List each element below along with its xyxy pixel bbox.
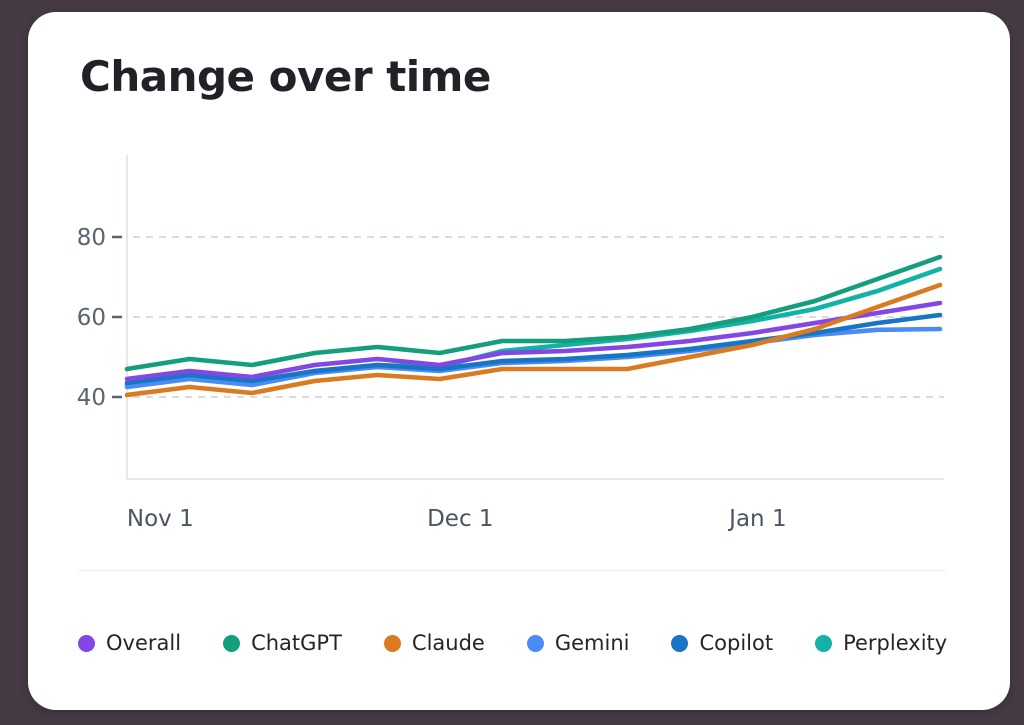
series-line-claude[interactable] [124,282,943,398]
legend-item-copilot[interactable]: Copilot [671,631,773,655]
series-line-chatgpt[interactable] [124,254,943,372]
x-axis-tick-label: Nov 1 [127,506,194,532]
legend-dot-copilot-icon [671,634,689,652]
legend-label: Overall [106,631,182,655]
legend-label: Perplexity [843,631,948,655]
legend-item-gemini[interactable]: Gemini [526,631,630,655]
legend-dot-gemini-icon [526,634,544,652]
series-line-copilot[interactable] [124,312,943,386]
page-title: Change over time [80,52,491,101]
legend-item-perplexity[interactable]: Perplexity [815,631,947,655]
legend-item-claude[interactable]: Claude [383,631,485,655]
y-axis-tick-label: 60 [77,305,106,331]
legend-dot-chatgpt-icon [223,634,241,652]
y-axis-tick-label: 40 [77,385,106,411]
legend-label: Copilot [699,631,774,655]
legend-label: Claude [411,631,485,655]
legend-dot-perplexity-icon [815,634,833,652]
divider [78,570,946,571]
x-axis-tick-label: Jan 1 [727,506,786,532]
legend-item-overall[interactable]: Overall [78,631,181,655]
legend-dot-overall-icon [78,634,95,652]
chart-legend: Overall ChatGPT Claude Gemini Copilot Pe… [78,631,947,655]
legend-dot-claude-icon [383,634,401,652]
x-axis-tick-label: Dec 1 [427,506,493,532]
series-line-overall[interactable] [124,300,943,382]
legend-item-chatgpt[interactable]: ChatGPT [223,631,342,655]
legend-label: Gemini [554,631,630,655]
y-axis-tick-label: 80 [77,225,106,251]
legend-label: ChatGPT [251,631,342,655]
